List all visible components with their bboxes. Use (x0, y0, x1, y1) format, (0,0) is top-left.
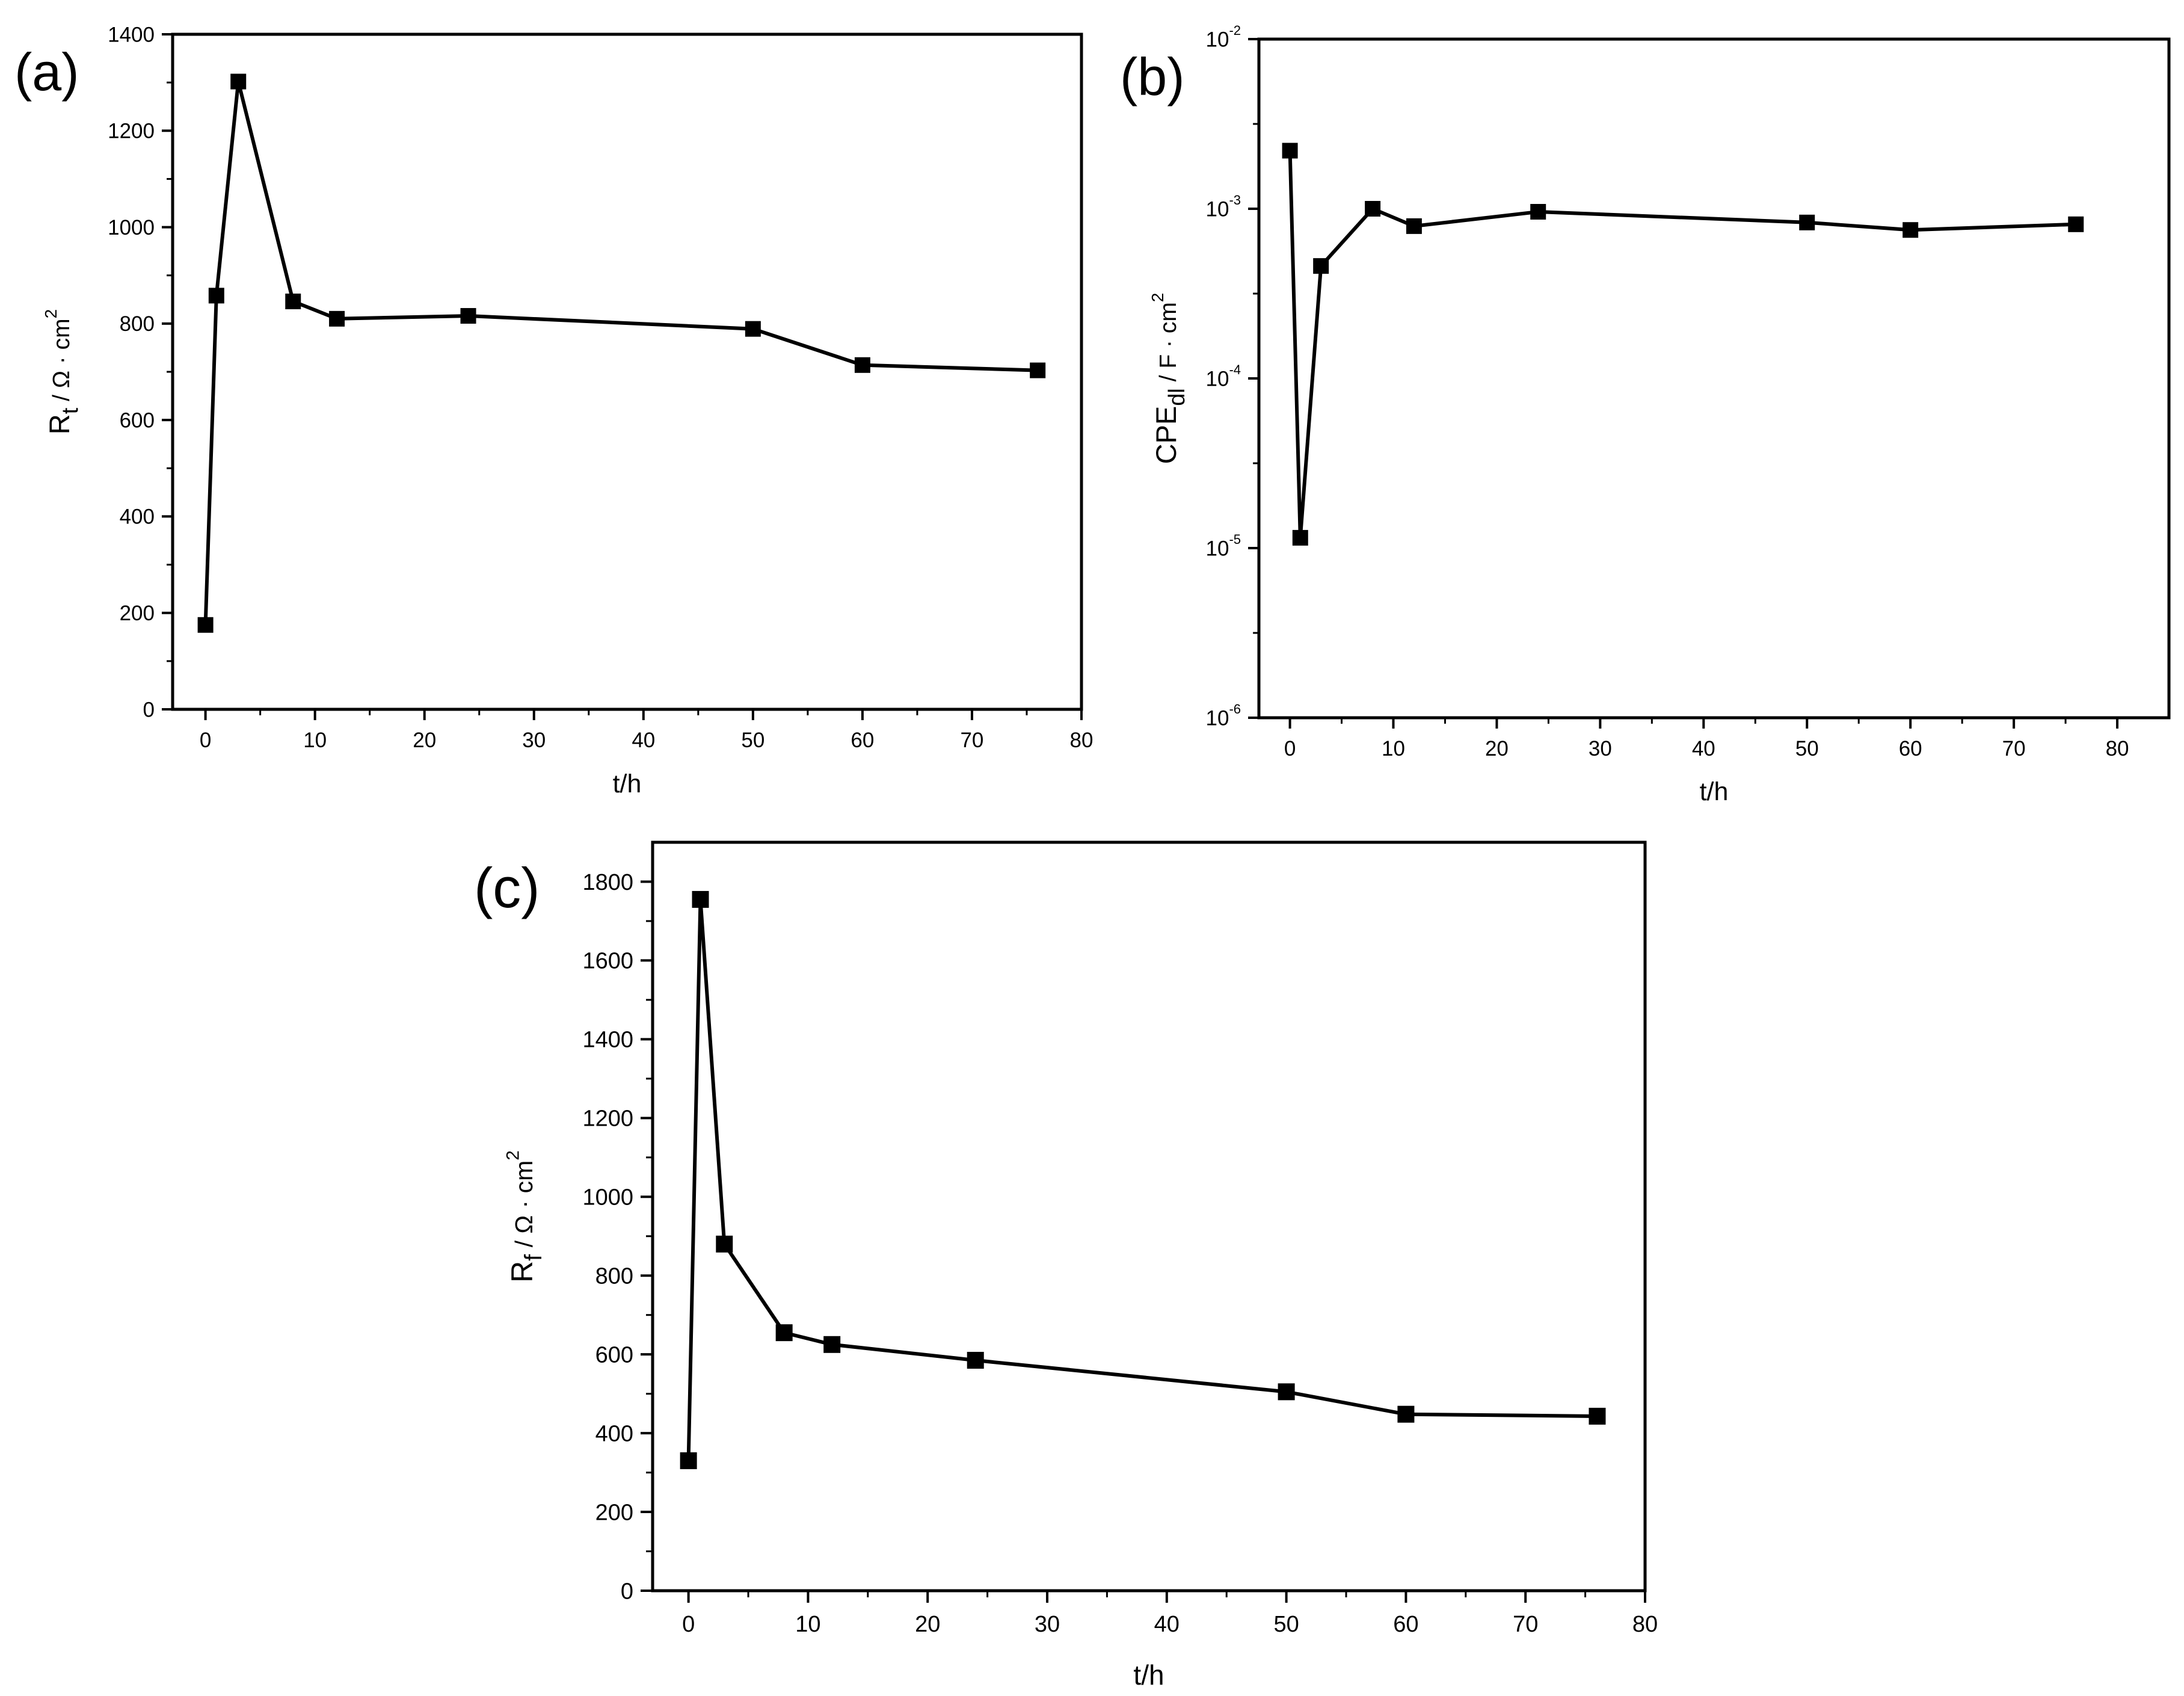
plot-frame (1257, 37, 2171, 720)
data-point-marker (1365, 201, 1381, 217)
data-point-marker (1313, 258, 1329, 274)
x-tick-label: 80 (2106, 737, 2129, 760)
data-point-marker (823, 1336, 841, 1353)
x-tick-label: 30 (1589, 737, 1612, 760)
y-tick-label: 800 (595, 1264, 633, 1289)
x-tick-label: 10 (795, 1612, 820, 1637)
x-tick-label: 40 (1692, 737, 1715, 760)
y-tick-label: 1000 (582, 1185, 633, 1210)
x-tick-label: 50 (741, 729, 764, 752)
x-tick-label: 30 (522, 729, 546, 752)
data-point-marker (1406, 218, 1422, 234)
chart-panel-a: 0 10 20 30 40 50 60 70 8002004006008001000120014… (14, 23, 1093, 798)
x-tick-label: 70 (1513, 1612, 1538, 1637)
x-axis-label: t/h (1133, 1659, 1164, 1691)
y-tick-label: 400 (595, 1421, 633, 1446)
data-point-marker (1903, 222, 1919, 238)
chart-panel-b: 0 10 20 30 40 50 60 70 80 10-6 10-5 10-4 10-3 10-2 (b)… (1120, 23, 2171, 806)
series-line (686, 897, 1598, 1461)
x-tick-label: 50 (1795, 737, 1819, 760)
y-tick-label: 10-4 (1206, 362, 1241, 390)
x-tick-label: 10 (1382, 737, 1405, 760)
x-tick-label: 0 (200, 729, 211, 752)
data-point-marker (1589, 1407, 1606, 1425)
y-tick-label: 1400 (582, 1028, 633, 1053)
y-axis-label: Rf / Ω · cm2 (503, 1150, 547, 1283)
data-point-marker (854, 357, 870, 373)
x-tick-label: 20 (915, 1612, 940, 1637)
y-tick-label: 1000 (108, 216, 155, 239)
x-axis-label: t/h (1700, 777, 1729, 806)
y-tick-label: 0 (143, 698, 155, 721)
x-tick-label: 20 (1485, 737, 1509, 760)
y-tick-label: 1400 (108, 23, 155, 46)
panel-label: (c) (474, 856, 540, 919)
x-tick-label: 10 (303, 729, 327, 752)
x-axis-label: t/h (613, 769, 642, 798)
y-tick-label: 0 (621, 1579, 633, 1604)
y-tick-label: 600 (120, 409, 155, 432)
x-tick-label: 70 (960, 729, 983, 752)
data-point-marker (1030, 362, 1046, 378)
plot-frame (171, 32, 1083, 711)
x-tick-label: 60 (1899, 737, 1922, 760)
data-point-marker (1282, 143, 1298, 159)
data-point-marker (460, 308, 476, 324)
x-tick-label: 50 (1273, 1612, 1299, 1637)
y-axis-label: Rt / Ω · cm2 (42, 309, 83, 434)
x-tick-label: 40 (632, 729, 655, 752)
x-tick-label: 30 (1035, 1612, 1060, 1637)
data-point-marker (197, 617, 214, 633)
data-point-marker (2068, 216, 2084, 232)
data-point-marker (967, 1351, 984, 1369)
chart-panel-c: 0 10 20 30 40 50 60 70 8002004006008001000120014… (474, 840, 1658, 1691)
y-tick-label: 1200 (108, 120, 155, 143)
y-tick-label: 600 (595, 1342, 633, 1368)
x-tick-label: 60 (851, 729, 874, 752)
data-point-marker (1397, 1405, 1415, 1423)
series-line (203, 79, 1038, 625)
data-point-marker (745, 321, 761, 337)
data-point-marker (1278, 1383, 1295, 1401)
y-tick-label: 10-5 (1206, 532, 1241, 560)
y-tick-label: 1800 (582, 870, 633, 895)
x-tick-label: 20 (413, 729, 436, 752)
data-point-marker (230, 73, 247, 90)
data-point-marker (1530, 203, 1546, 220)
y-tick-label: 200 (595, 1500, 633, 1525)
x-tick-label: 80 (1070, 729, 1094, 752)
y-tick-label: 1200 (582, 1106, 633, 1132)
data-point-marker (208, 288, 224, 304)
data-point-marker (1799, 214, 1815, 230)
x-tick-label: 60 (1393, 1612, 1418, 1637)
y-tick-label: 10-2 (1206, 23, 1241, 51)
y-tick-label: 1600 (582, 949, 633, 974)
data-point-marker (1292, 529, 1308, 546)
y-tick-label: 200 (120, 602, 155, 625)
panel-label: (a) (14, 42, 79, 102)
y-tick-label: 10-3 (1206, 193, 1241, 221)
x-tick-label: 0 (682, 1612, 695, 1637)
y-tick-label: 800 (120, 312, 155, 336)
data-point-marker (716, 1235, 733, 1253)
data-point-marker (680, 1452, 697, 1469)
panel-label: (b) (1120, 47, 1185, 106)
y-tick-label: 10-6 (1206, 702, 1241, 730)
series-line (1288, 150, 2076, 540)
data-point-marker (775, 1324, 793, 1342)
y-axis-label: CPEdl / F · cm2 (1148, 293, 1190, 464)
x-tick-label: 70 (2002, 737, 2026, 760)
x-tick-label: 80 (1632, 1612, 1658, 1637)
x-tick-label: 0 (1284, 737, 1296, 760)
y-tick-label: 400 (120, 505, 155, 529)
data-point-marker (692, 890, 709, 908)
data-point-marker (285, 293, 301, 309)
data-point-marker (329, 310, 345, 327)
plot-frame (651, 840, 1647, 1593)
x-tick-label: 40 (1154, 1612, 1180, 1637)
